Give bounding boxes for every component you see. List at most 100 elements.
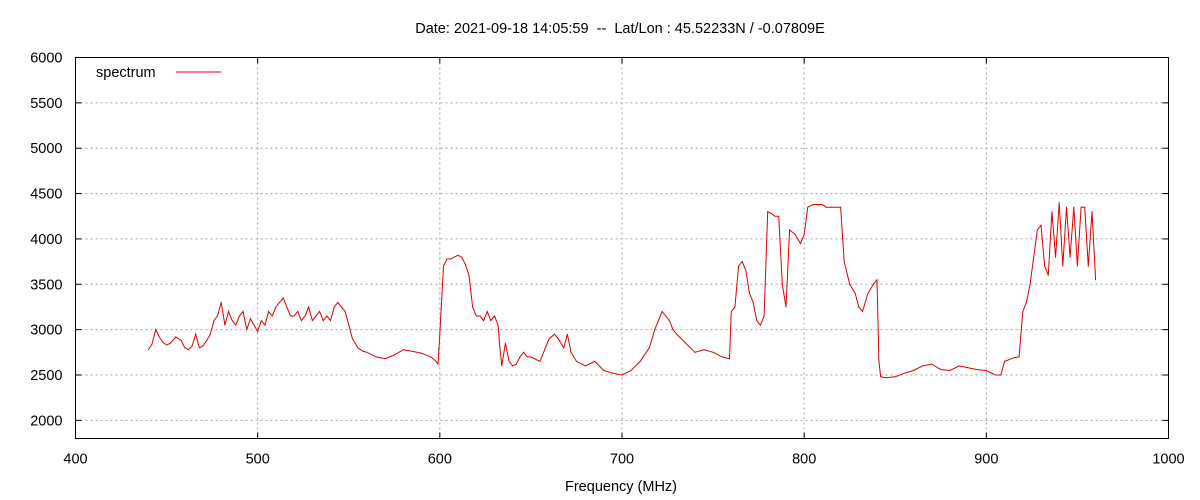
x-tick-label: 600 xyxy=(428,452,452,468)
data-point xyxy=(794,233,796,235)
data-point xyxy=(246,329,248,331)
data-point xyxy=(439,333,441,335)
data-point xyxy=(1018,356,1020,358)
data-point xyxy=(348,324,350,326)
data-point xyxy=(843,261,845,263)
data-point xyxy=(781,283,783,285)
data-point xyxy=(362,350,364,352)
data-point xyxy=(594,360,596,362)
data-point xyxy=(913,370,914,371)
data-point xyxy=(526,356,528,358)
data-point xyxy=(512,365,514,367)
data-point xyxy=(231,320,233,322)
data-point xyxy=(566,333,568,335)
data-point xyxy=(304,315,306,317)
data-point xyxy=(402,349,404,351)
data-point xyxy=(789,229,791,231)
data-point xyxy=(162,341,164,343)
grid xyxy=(75,57,1169,439)
data-point xyxy=(685,342,687,344)
data-point xyxy=(849,283,851,285)
data-point xyxy=(494,315,495,317)
data-point xyxy=(1080,206,1082,208)
data-point xyxy=(319,311,321,312)
data-point xyxy=(184,347,186,349)
data-point xyxy=(483,320,485,322)
data-point xyxy=(876,279,878,281)
x-tick-label: 400 xyxy=(63,452,87,468)
data-point xyxy=(812,204,814,205)
data-point xyxy=(450,258,452,260)
data-point xyxy=(712,351,714,353)
data-point xyxy=(563,347,565,349)
y-tick-label: 4000 xyxy=(30,232,62,248)
data-point xyxy=(976,369,978,371)
data-point xyxy=(486,311,488,312)
data-point xyxy=(337,301,339,303)
data-point xyxy=(994,374,996,376)
x-tick-label: 1000 xyxy=(1152,452,1184,468)
data-point xyxy=(191,345,193,347)
data-point xyxy=(475,315,477,317)
y-tick-label: 3500 xyxy=(30,277,62,293)
data-point xyxy=(752,301,754,303)
data-point xyxy=(523,351,525,353)
chart-title: Date: 2021-09-18 14:05:59 -- Lat/Lon : 4… xyxy=(415,21,825,37)
data-point xyxy=(279,301,280,303)
data-point xyxy=(421,352,423,354)
data-point xyxy=(412,350,413,352)
data-point xyxy=(224,324,226,326)
data-point xyxy=(1069,256,1071,258)
data-point xyxy=(570,351,572,353)
data-point xyxy=(479,315,481,317)
data-point xyxy=(264,324,266,326)
data-point xyxy=(457,254,459,256)
data-point xyxy=(831,206,832,208)
data-point xyxy=(249,318,251,320)
data-point xyxy=(341,306,342,308)
data-point xyxy=(554,333,556,335)
data-point xyxy=(1044,265,1046,267)
data-point xyxy=(530,356,532,358)
data-point xyxy=(147,349,149,351)
data-point xyxy=(1055,256,1057,258)
data-point xyxy=(745,270,747,272)
data-point xyxy=(749,292,750,294)
data-point xyxy=(639,360,641,362)
data-point xyxy=(1066,206,1067,208)
data-point xyxy=(774,215,776,217)
data-point xyxy=(1013,357,1015,359)
spectrum-line xyxy=(147,202,1097,379)
data-point xyxy=(734,306,736,308)
data-point xyxy=(931,363,933,365)
data-point xyxy=(209,333,211,335)
data-point xyxy=(654,329,656,331)
data-point xyxy=(322,320,324,322)
data-point xyxy=(840,206,842,208)
data-point xyxy=(630,370,632,371)
data-point xyxy=(238,315,240,317)
data-point xyxy=(1087,265,1089,267)
data-point xyxy=(903,372,905,374)
data-point xyxy=(504,342,506,344)
x-tick-label: 700 xyxy=(610,452,634,468)
y-tick-label: 2500 xyxy=(30,368,62,384)
data-point xyxy=(557,338,559,340)
data-point xyxy=(730,311,732,312)
data-point xyxy=(785,306,787,308)
x-tick-label: 800 xyxy=(792,452,816,468)
data-point xyxy=(271,315,273,317)
data-point xyxy=(519,356,521,358)
data-point xyxy=(1047,274,1049,276)
data-point xyxy=(268,311,270,312)
x-axis-label: Frequency (MHz) xyxy=(565,479,677,495)
data-point xyxy=(257,331,259,332)
data-point xyxy=(867,292,869,294)
data-point xyxy=(825,206,827,208)
data-point xyxy=(672,329,674,331)
data-point xyxy=(821,204,823,205)
data-point xyxy=(539,360,541,362)
data-point xyxy=(293,315,295,317)
data-point xyxy=(453,256,455,258)
data-point xyxy=(446,258,448,260)
